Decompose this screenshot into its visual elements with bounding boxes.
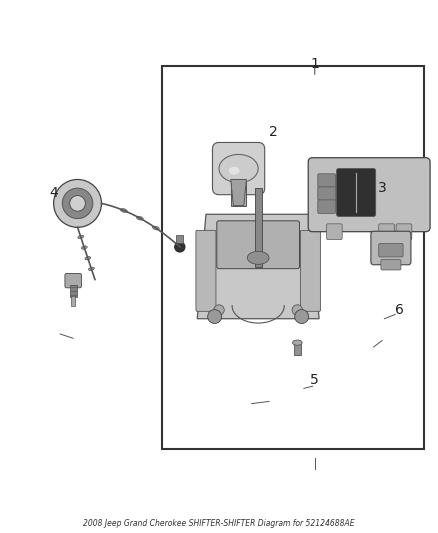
FancyBboxPatch shape: [371, 231, 411, 265]
Text: 5: 5: [311, 373, 319, 386]
Circle shape: [292, 305, 303, 315]
Ellipse shape: [88, 267, 94, 271]
Polygon shape: [197, 214, 319, 319]
Bar: [162, 66, 424, 449]
Circle shape: [295, 310, 309, 324]
FancyBboxPatch shape: [318, 187, 336, 200]
FancyBboxPatch shape: [217, 221, 300, 269]
Text: 2008 Jeep Grand Cherokee SHIFTER-SHIFTER Diagram for 52124688AE: 2008 Jeep Grand Cherokee SHIFTER-SHIFTER…: [83, 519, 355, 528]
Bar: [231, 180, 247, 206]
Text: 6: 6: [395, 303, 404, 317]
Bar: [71, 296, 75, 305]
FancyBboxPatch shape: [379, 244, 403, 257]
Bar: [254, 188, 261, 266]
FancyBboxPatch shape: [308, 158, 430, 232]
Circle shape: [62, 188, 93, 219]
Bar: [70, 295, 77, 296]
Ellipse shape: [137, 216, 143, 220]
Ellipse shape: [293, 340, 302, 345]
FancyBboxPatch shape: [326, 224, 342, 239]
Ellipse shape: [85, 256, 91, 260]
FancyBboxPatch shape: [318, 200, 336, 213]
Circle shape: [175, 241, 185, 252]
FancyBboxPatch shape: [396, 224, 412, 239]
Bar: [70, 291, 77, 292]
Ellipse shape: [81, 246, 87, 249]
Text: 4: 4: [49, 185, 58, 199]
Bar: [70, 285, 77, 297]
Circle shape: [214, 305, 224, 315]
FancyBboxPatch shape: [381, 260, 401, 270]
Circle shape: [53, 180, 102, 228]
Bar: [70, 287, 77, 288]
Circle shape: [208, 310, 222, 324]
FancyBboxPatch shape: [65, 273, 81, 288]
Ellipse shape: [219, 155, 258, 183]
FancyBboxPatch shape: [196, 230, 216, 311]
Ellipse shape: [78, 235, 84, 239]
Text: 1: 1: [310, 57, 319, 71]
Bar: [294, 343, 301, 355]
Ellipse shape: [247, 251, 269, 264]
FancyBboxPatch shape: [336, 168, 376, 216]
FancyBboxPatch shape: [318, 174, 336, 187]
Polygon shape: [231, 180, 247, 206]
Bar: [177, 235, 184, 244]
FancyBboxPatch shape: [300, 230, 321, 311]
Ellipse shape: [229, 167, 240, 175]
Text: 2: 2: [269, 125, 278, 139]
Text: 3: 3: [378, 181, 387, 195]
FancyBboxPatch shape: [379, 224, 394, 239]
Ellipse shape: [152, 226, 159, 230]
FancyBboxPatch shape: [212, 142, 265, 195]
Ellipse shape: [120, 208, 127, 213]
Circle shape: [70, 196, 85, 211]
